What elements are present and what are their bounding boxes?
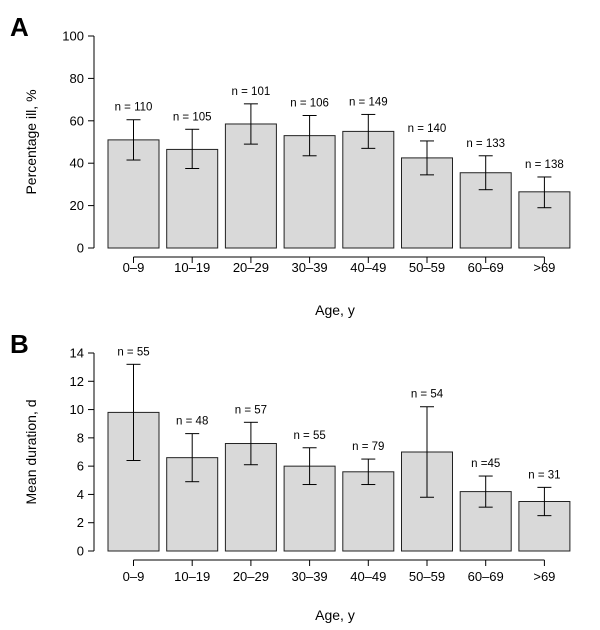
panel-b-n-label: n = 48 [176, 416, 208, 428]
panel-a-bar [224, 123, 277, 249]
panel-b-n-label: n = 55 [293, 430, 325, 442]
panel-a-letter: A [10, 12, 29, 42]
panel-b-x-tick-label: 10–19 [174, 569, 210, 584]
panel-b-n-label: n = 79 [352, 441, 384, 453]
panel-a-y-tick-label: 0 [77, 241, 84, 256]
panel-b-y-tick-label: 6 [77, 459, 84, 474]
panel-a-y-axis-title: Percentage ill, % [23, 89, 39, 194]
panel-b: B Mean duration, d Age, y 0 2 4 6 8 10 12 14 0–9… [10, 329, 571, 623]
panel-b-y-tick-label: 10 [70, 402, 84, 417]
panel-a-n-label: n = 110 [115, 102, 153, 114]
panel-b-n-label: n =45 [471, 458, 500, 470]
panel-a-y-tick-label: 20 [70, 198, 84, 213]
panel-b-y-tick-label: 14 [70, 346, 84, 361]
panel-a-x-tick-label: 30–39 [292, 260, 328, 275]
panel-a-n-label: n = 105 [173, 111, 212, 123]
panel-a-bar [342, 130, 395, 249]
panel-b-y-axis-title: Mean duration, d [23, 399, 39, 504]
panel-b-y-tick-label: 2 [77, 515, 84, 530]
panel-a-n-label: n = 101 [232, 86, 271, 98]
panel-b-x-tick-label: 50–59 [409, 569, 445, 584]
panel-b-x-tick-label: >69 [533, 569, 555, 584]
panel-a-x-tick-label: 20–29 [233, 260, 269, 275]
panel-b-n-label: n = 54 [411, 389, 444, 401]
panel-a-x-tick-label: 0–9 [123, 260, 145, 275]
panel-b-x-tick-label: 40–49 [350, 569, 386, 584]
panel-b-y-tick-label: 4 [77, 487, 84, 502]
panel-b-x-tick-label: 0–9 [123, 569, 145, 584]
panel-b-y-tick-label: 0 [77, 544, 84, 559]
panel-b-n-label: n = 55 [117, 346, 149, 358]
panel-a-n-label: n = 138 [525, 159, 564, 171]
panel-a: A Percentage ill, % Age, y 0204060801000… [10, 12, 571, 318]
panel-a-y-tick-label: 60 [70, 113, 84, 128]
panel-a-y-tick-label: 80 [70, 71, 84, 86]
panel-a-n-label: n = 149 [349, 96, 388, 108]
panel-a-n-label: n = 106 [290, 98, 329, 110]
panel-a-n-label: n = 133 [466, 138, 505, 150]
panel-a-y-tick-label: 100 [62, 29, 84, 44]
panel-b-marks: 0 2 4 6 8 10 12 14 0–9 n = 55 10–19 n = 48 20–29 n = … [70, 346, 571, 584]
panel-b-y-tick-label: 8 [77, 430, 84, 445]
panel-a-x-tick-label: 50–59 [409, 260, 445, 275]
panel-b-x-tick-label: 20–29 [233, 569, 269, 584]
panel-b-x-tick-label: 60–69 [468, 569, 504, 584]
panel-a-x-tick-label: >69 [533, 260, 555, 275]
panel-b-x-axis-title: Age, y [315, 607, 355, 623]
panel-a-n-label: n = 140 [408, 123, 447, 135]
panel-a-x-tick-label: 10–19 [174, 260, 210, 275]
panel-a-x-axis-title: Age, y [315, 302, 355, 318]
panel-b-n-label: n = 57 [235, 404, 267, 416]
panel-a-bar [283, 135, 336, 249]
panel-b-y-tick-label: 12 [70, 374, 84, 389]
panel-b-x-tick-label: 30–39 [292, 569, 328, 584]
panel-a-marks: 0 20 40 60 80 100 0–9 n = 110 10–19 n = 105 20–29 n… [62, 29, 571, 275]
panel-a-y-tick-label: 40 [70, 156, 84, 171]
panel-a-x-tick-label: 60–69 [468, 260, 504, 275]
panel-b-letter: B [10, 329, 29, 359]
panel-b-n-label: n = 31 [528, 469, 560, 481]
panel-a-x-tick-label: 40–49 [350, 260, 386, 275]
